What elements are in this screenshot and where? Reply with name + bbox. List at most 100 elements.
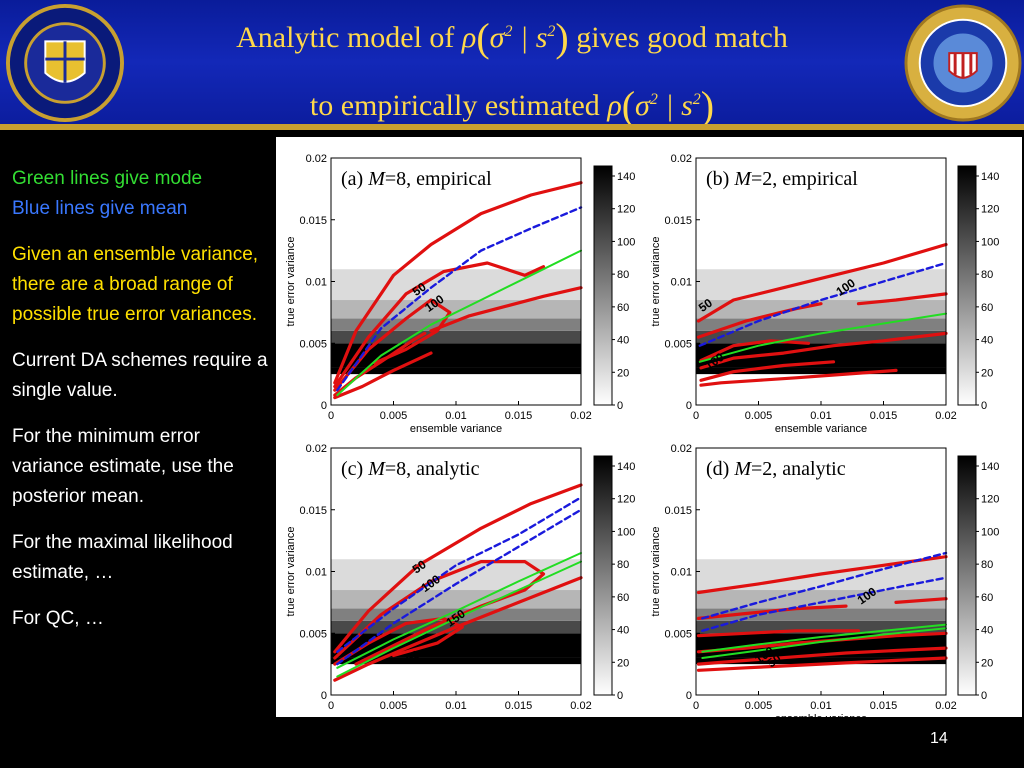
contour-line xyxy=(696,242,948,323)
ensemble-note: Given an ensemble variance, there are a … xyxy=(12,244,259,325)
nrl-monterey-logo xyxy=(6,4,124,122)
contour-line xyxy=(333,181,583,385)
x-tick-label: 0.015 xyxy=(505,410,533,422)
density-band xyxy=(331,330,581,344)
y-tick-label: 0.005 xyxy=(664,628,692,640)
density-band xyxy=(331,608,581,621)
y-tick-label: 0.01 xyxy=(306,277,327,289)
qc-note: For QC, … xyxy=(12,608,104,629)
x-tick-label: 0 xyxy=(693,410,699,422)
contour-line xyxy=(696,302,823,339)
x-axis-label: ensemble variance xyxy=(775,423,867,435)
y-tick-label: 0.015 xyxy=(664,505,692,517)
x-axis-label: ensemble variance xyxy=(775,713,867,717)
legend-mean-note: Blue lines give mean xyxy=(12,198,188,219)
colorbar-tick-label: 120 xyxy=(981,204,999,216)
y-tick-label: 0.02 xyxy=(306,443,327,455)
mean-line xyxy=(336,508,583,666)
contour-line xyxy=(696,656,948,672)
max-likelihood-note: For the maximal likelihood estimate, … xyxy=(12,532,233,583)
colorbar xyxy=(957,455,977,696)
y-tick-label: 0.01 xyxy=(306,567,327,579)
contour-line xyxy=(333,616,464,666)
contour-line xyxy=(333,483,583,654)
density-band xyxy=(331,367,581,375)
x-tick-label: 0.01 xyxy=(810,700,831,712)
y-tick-label: 0.02 xyxy=(671,443,692,455)
x-tick-label: 0.02 xyxy=(935,700,956,712)
density-band xyxy=(696,158,946,270)
colorbar xyxy=(593,455,613,696)
mode-line xyxy=(701,623,947,653)
x-tick-label: 0.015 xyxy=(505,700,533,712)
x-axis-label: ensemble variance xyxy=(410,423,502,435)
y-tick-label: 0.005 xyxy=(299,628,327,640)
contour-line xyxy=(333,576,583,682)
contour-line xyxy=(696,646,948,666)
colorbar-tick-label: 20 xyxy=(981,367,993,379)
colorbar-tick-label: 40 xyxy=(617,335,629,347)
x-tick-label: 0.015 xyxy=(870,410,898,422)
contour-line xyxy=(333,261,546,389)
panel-title: (b) M=2, empirical xyxy=(706,168,858,190)
colorbar-tick-label: 20 xyxy=(617,367,629,379)
colorbar-tick-label: 100 xyxy=(981,236,999,248)
x-tick-label: 0.02 xyxy=(570,700,591,712)
colorbar-tick-label: 80 xyxy=(617,559,629,571)
density-band xyxy=(696,590,946,609)
mode-line xyxy=(336,552,582,669)
y-tick-label: 0 xyxy=(321,400,327,412)
y-axis-label: true error variance xyxy=(650,527,662,617)
mean-line xyxy=(336,206,583,392)
colorbar-tick-label: 140 xyxy=(617,461,635,473)
mean-line xyxy=(701,551,948,620)
x-tick-label: 0.01 xyxy=(445,410,466,422)
x-tick-label: 0.015 xyxy=(870,700,898,712)
y-tick-label: 0.005 xyxy=(299,338,327,350)
mode-line xyxy=(698,312,947,363)
y-tick-label: 0.015 xyxy=(299,505,327,517)
density-band xyxy=(696,269,946,301)
colorbar xyxy=(957,165,977,406)
panel-title: (c) M=8, analytic xyxy=(341,458,480,480)
colorbar-tick-label: 40 xyxy=(981,335,993,347)
y-tick-label: 0.005 xyxy=(664,338,692,350)
colorbar-tick-label: 60 xyxy=(617,592,629,604)
colorbar-tick-label: 100 xyxy=(617,236,635,248)
colorbar-tick-label: 140 xyxy=(981,461,999,473)
department-of-navy-seal xyxy=(904,4,1022,122)
legend-mode-note: Green lines give mode xyxy=(12,168,203,189)
panel-title: (d) M=2, analytic xyxy=(706,458,846,480)
colorbar-tick-label: 0 xyxy=(617,690,623,702)
title-line-2: to empirically estimated ρ(σ2 | s2) xyxy=(309,83,715,128)
colorbar-tick-label: 140 xyxy=(981,171,999,183)
contour-line xyxy=(333,351,433,400)
colorbar-tick-label: 120 xyxy=(617,204,635,216)
colorbar-tick-label: 80 xyxy=(981,269,993,281)
colorbar-tick-label: 60 xyxy=(981,592,993,604)
x-tick-label: 0.005 xyxy=(745,410,773,422)
mode-line xyxy=(336,560,582,678)
contour-line xyxy=(699,360,836,382)
y-tick-label: 0.015 xyxy=(299,215,327,227)
colorbar-tick-label: 100 xyxy=(981,526,999,538)
y-axis-label: true error variance xyxy=(650,237,662,327)
colorbar-tick-label: 120 xyxy=(981,494,999,506)
x-tick-label: 0.005 xyxy=(745,700,773,712)
colorbar-tick-label: 0 xyxy=(617,400,623,412)
colorbar-tick-label: 40 xyxy=(617,625,629,637)
y-tick-label: 0.02 xyxy=(671,153,692,165)
mean-line xyxy=(701,576,948,632)
x-tick-label: 0.01 xyxy=(445,700,466,712)
sidebar-text: Green lines give mode Blue lines give me… xyxy=(12,164,270,650)
y-tick-label: 0 xyxy=(686,690,692,702)
x-tick-label: 0 xyxy=(693,700,699,712)
page-number: 14 xyxy=(930,730,948,747)
y-tick-label: 0.02 xyxy=(306,153,327,165)
x-tick-label: 0.005 xyxy=(380,410,408,422)
colorbar-tick-label: 80 xyxy=(617,269,629,281)
colorbar-tick-label: 60 xyxy=(617,302,629,314)
y-axis-label: true error variance xyxy=(285,237,297,327)
